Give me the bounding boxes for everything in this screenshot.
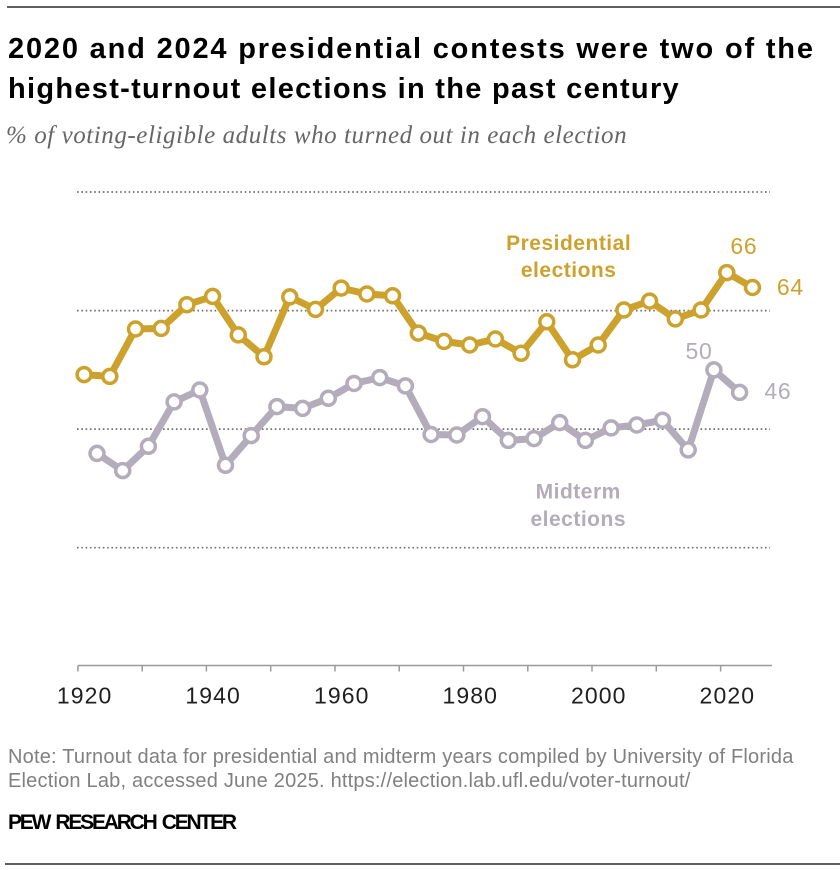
svg-text:Presidential: Presidential	[506, 232, 631, 255]
svg-text:64: 64	[777, 274, 804, 300]
svg-text:50: 50	[686, 338, 713, 364]
svg-text:elections: elections	[521, 259, 617, 282]
svg-text:46: 46	[764, 378, 791, 404]
svg-text:1920: 1920	[57, 682, 113, 708]
svg-text:2000: 2000	[571, 682, 627, 708]
svg-text:Midterm: Midterm	[536, 480, 621, 503]
svg-text:1940: 1940	[185, 682, 241, 708]
svg-text:1960: 1960	[314, 682, 370, 708]
svg-text:66: 66	[730, 233, 757, 259]
svg-text:2020: 2020	[700, 682, 756, 708]
svg-text:1980: 1980	[442, 682, 498, 708]
svg-text:elections: elections	[530, 508, 626, 531]
